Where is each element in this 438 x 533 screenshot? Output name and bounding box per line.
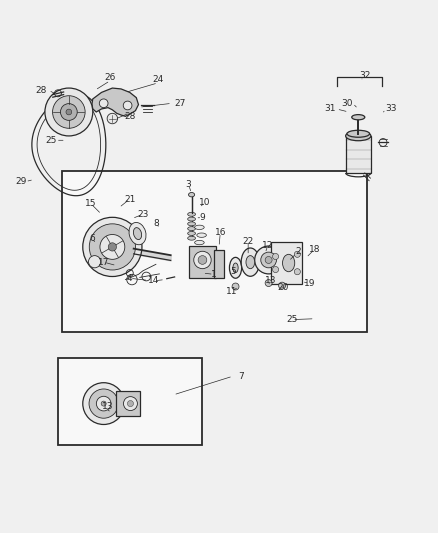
- Bar: [214, 251, 224, 278]
- Text: 4: 4: [127, 274, 133, 282]
- Ellipse shape: [283, 254, 295, 272]
- Text: 3: 3: [186, 180, 191, 189]
- Text: 16: 16: [215, 228, 226, 237]
- Text: 26: 26: [105, 72, 116, 82]
- Circle shape: [198, 256, 207, 264]
- Circle shape: [101, 401, 106, 406]
- Text: 22: 22: [243, 237, 254, 246]
- Circle shape: [108, 243, 117, 251]
- Text: 10: 10: [199, 198, 211, 207]
- Text: 23: 23: [137, 210, 148, 219]
- Circle shape: [60, 103, 77, 120]
- Ellipse shape: [134, 228, 141, 239]
- Circle shape: [254, 246, 283, 274]
- Ellipse shape: [129, 222, 146, 245]
- Text: 25: 25: [286, 315, 298, 324]
- Ellipse shape: [187, 217, 195, 221]
- Circle shape: [265, 279, 272, 287]
- Circle shape: [100, 235, 125, 260]
- Circle shape: [89, 224, 135, 270]
- Ellipse shape: [187, 222, 195, 226]
- Ellipse shape: [187, 231, 195, 236]
- Ellipse shape: [352, 115, 365, 120]
- Ellipse shape: [187, 227, 195, 231]
- Circle shape: [272, 254, 279, 260]
- Text: 31: 31: [324, 104, 336, 114]
- Circle shape: [124, 397, 138, 410]
- Ellipse shape: [194, 225, 204, 230]
- Circle shape: [265, 256, 272, 263]
- Bar: [117, 391, 141, 416]
- Text: 28: 28: [35, 86, 46, 95]
- Text: 12: 12: [262, 241, 273, 250]
- Bar: [271, 243, 302, 284]
- Ellipse shape: [233, 263, 238, 272]
- Bar: [189, 246, 216, 278]
- Circle shape: [89, 389, 118, 418]
- Text: 11: 11: [226, 287, 238, 296]
- Ellipse shape: [346, 131, 371, 141]
- Text: 9: 9: [200, 213, 205, 222]
- Bar: [58, 358, 201, 445]
- Text: 32: 32: [359, 70, 371, 79]
- Text: 8: 8: [153, 220, 159, 228]
- Circle shape: [127, 400, 134, 407]
- Circle shape: [107, 114, 117, 124]
- Circle shape: [45, 88, 93, 136]
- Circle shape: [279, 282, 286, 289]
- Text: 15: 15: [85, 199, 96, 208]
- Text: 33: 33: [385, 104, 397, 114]
- Circle shape: [294, 251, 300, 257]
- Ellipse shape: [241, 248, 259, 276]
- Text: 17: 17: [98, 257, 110, 266]
- Circle shape: [66, 109, 72, 115]
- Text: 7: 7: [238, 372, 244, 381]
- Circle shape: [96, 396, 111, 411]
- Circle shape: [99, 99, 108, 108]
- Ellipse shape: [230, 257, 242, 278]
- Text: 18: 18: [309, 245, 321, 254]
- Ellipse shape: [187, 236, 195, 240]
- Circle shape: [272, 266, 279, 272]
- Ellipse shape: [197, 233, 206, 237]
- Text: 1: 1: [211, 270, 217, 279]
- Circle shape: [83, 217, 142, 277]
- Bar: [62, 171, 367, 332]
- Text: 20: 20: [278, 283, 289, 292]
- Circle shape: [83, 383, 124, 424]
- Circle shape: [261, 252, 276, 268]
- Text: 27: 27: [174, 99, 186, 108]
- Bar: [346, 136, 371, 173]
- Ellipse shape: [246, 256, 254, 269]
- Circle shape: [194, 251, 211, 269]
- Circle shape: [232, 283, 239, 290]
- Circle shape: [294, 269, 300, 275]
- Text: 24: 24: [152, 75, 164, 84]
- Text: 21: 21: [124, 195, 135, 204]
- Text: 5: 5: [230, 267, 236, 276]
- Ellipse shape: [187, 212, 195, 216]
- Text: 19: 19: [304, 279, 315, 287]
- Text: 6: 6: [89, 233, 95, 243]
- Ellipse shape: [194, 240, 204, 245]
- Polygon shape: [92, 88, 138, 116]
- Ellipse shape: [188, 192, 194, 197]
- Text: 28: 28: [124, 112, 135, 121]
- Circle shape: [53, 96, 85, 128]
- Text: 25: 25: [46, 136, 57, 145]
- Circle shape: [123, 101, 132, 110]
- Text: 13: 13: [102, 402, 114, 411]
- Text: 14: 14: [148, 277, 159, 285]
- Text: 2: 2: [295, 247, 301, 256]
- Text: 30: 30: [342, 99, 353, 108]
- Ellipse shape: [347, 130, 370, 137]
- Circle shape: [88, 256, 101, 268]
- Text: 29: 29: [15, 177, 27, 186]
- Text: 13: 13: [265, 277, 276, 285]
